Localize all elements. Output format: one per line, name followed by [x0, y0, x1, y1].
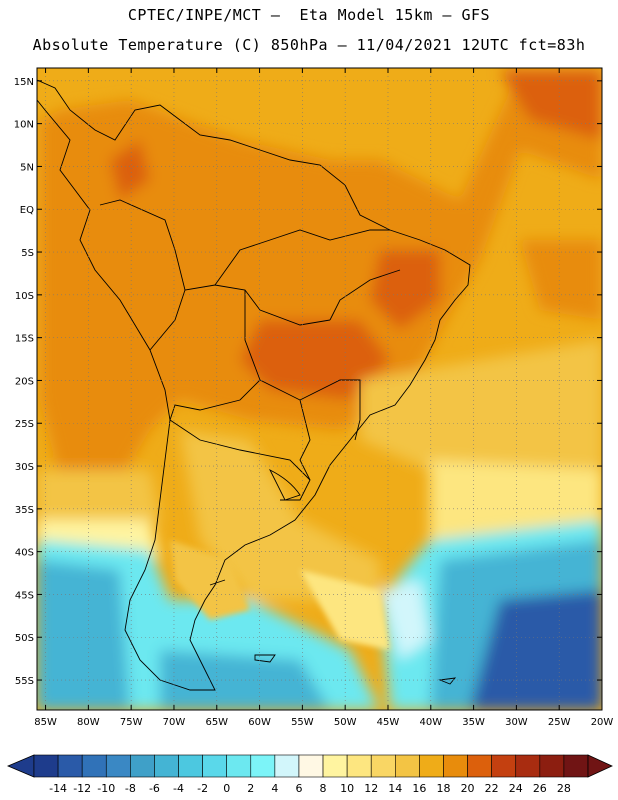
colorbar-swatch	[515, 754, 541, 778]
colorbar-swatch	[298, 754, 324, 778]
chart-title: CPTEC/INPE/MCT – Eta Model 15km – GFS	[127, 6, 491, 24]
lat-tick-label: 10S	[15, 291, 34, 302]
colorbar-label: -6	[149, 782, 160, 795]
colorbar-arrow-right	[587, 754, 613, 778]
colorbar-swatch	[33, 754, 59, 778]
colorbar-label: 20	[461, 782, 475, 795]
colorbar-swatch	[274, 754, 300, 778]
colorbar-label: 8	[320, 782, 327, 795]
colorbar-label: 24	[509, 782, 523, 795]
lon-tick-label: 20W	[591, 717, 614, 728]
lat-tick-label: 5S	[21, 248, 34, 259]
colorbar-label: 16	[412, 782, 426, 795]
lon-tick-label: 25W	[548, 717, 571, 728]
colorbar-swatch	[226, 754, 252, 778]
colorbar-label: 14	[388, 782, 402, 795]
colorbar-swatch	[370, 754, 396, 778]
colorbar-label: 0	[223, 782, 230, 795]
colorbar-label: 18	[436, 782, 450, 795]
lon-tick-label: 80W	[77, 717, 100, 728]
lat-tick-label: 5N	[20, 162, 34, 173]
colorbar-swatch	[57, 754, 83, 778]
colorbar-swatch	[202, 754, 227, 778]
lat-tick-label: 20S	[15, 376, 34, 387]
colorbar-label: -14	[49, 782, 67, 795]
lon-tick-label: 45W	[377, 717, 400, 728]
lon-tick-label: 55W	[291, 717, 314, 728]
colorbar-swatch	[105, 754, 131, 778]
lat-tick-label: EQ	[20, 205, 34, 216]
colorbar-label: 6	[295, 782, 302, 795]
lat-tick-label: 15S	[15, 334, 34, 345]
lon-tick-label: 50W	[334, 717, 357, 728]
lon-tick-label: 65W	[205, 717, 228, 728]
colorbar-label: 4	[271, 782, 278, 795]
colorbar-swatch	[491, 754, 517, 778]
lon-tick-label: 85W	[34, 717, 57, 728]
colorbar-swatch	[130, 754, 155, 778]
lat-tick-label: 50S	[15, 633, 34, 644]
chart-subtitle: Absolute Temperature (C) 850hPa – 11/04/…	[32, 36, 586, 54]
colorbar-swatch	[539, 754, 565, 778]
lat-tick-label: 15N	[14, 77, 34, 88]
colorbar-swatch	[250, 754, 276, 778]
lon-tick-label: 30W	[505, 717, 528, 728]
colorbar-label: 28	[557, 782, 571, 795]
colorbar-label: 10	[340, 782, 354, 795]
colorbar-swatch	[443, 754, 468, 778]
coastline	[37, 79, 471, 691]
lon-tick-label: 40W	[419, 717, 442, 728]
colorbar-label: 22	[485, 782, 499, 795]
map-frame	[36, 67, 603, 711]
lat-tick-label: 30S	[15, 462, 34, 473]
colorbar-label: -8	[125, 782, 136, 795]
colorbar-swatch	[178, 754, 203, 778]
colorbar-swatch	[467, 754, 492, 778]
colorbar-swatch	[419, 754, 444, 778]
colorbar-label: -10	[97, 782, 115, 795]
lat-tick-label: 40S	[15, 548, 34, 559]
lat-tick-label: 55S	[15, 676, 34, 687]
colorbar-swatch	[322, 754, 348, 778]
lon-tick-label: 60W	[248, 717, 271, 728]
colorbar-swatch	[395, 754, 420, 778]
lat-tick-label: 10N	[14, 120, 34, 131]
colorbar-label: -2	[197, 782, 208, 795]
colorbar-label: -4	[173, 782, 184, 795]
lat-tick-label: 45S	[15, 590, 34, 601]
lat-tick-label: 25S	[15, 419, 34, 430]
colorbar-label: 26	[533, 782, 547, 795]
colorbar-swatch	[346, 754, 372, 778]
colorbar-swatch	[81, 754, 107, 778]
latitude-axis: 15N 10N 5N EQ 5S 10S 15S 20S 25S 30S 35S 40S 45S 50S 5…	[14, 77, 602, 687]
lon-tick-label: 35W	[462, 717, 485, 728]
longitude-axis: 85W 80W 75W 70W 65W 60W 55W 50W 45W 40W 35W 30W 25W 2…	[34, 68, 613, 728]
colorbar-label: 2	[247, 782, 254, 795]
lon-tick-label: 75W	[120, 717, 143, 728]
colorbar-swatch	[154, 754, 179, 778]
colorbar: -14 -12 -10 -8 -6 -4 -2 0 2 4 6 8 10 12 14 16 18 20 22 24 26…	[6, 754, 613, 795]
colorbar-swatch	[563, 754, 589, 778]
colorbar-arrow-left	[6, 754, 35, 778]
lat-tick-label: 35S	[15, 505, 34, 516]
temperature-field	[37, 68, 602, 710]
colorbar-label: -12	[73, 782, 91, 795]
colorbar-label: 12	[364, 782, 378, 795]
lon-tick-label: 70W	[163, 717, 186, 728]
